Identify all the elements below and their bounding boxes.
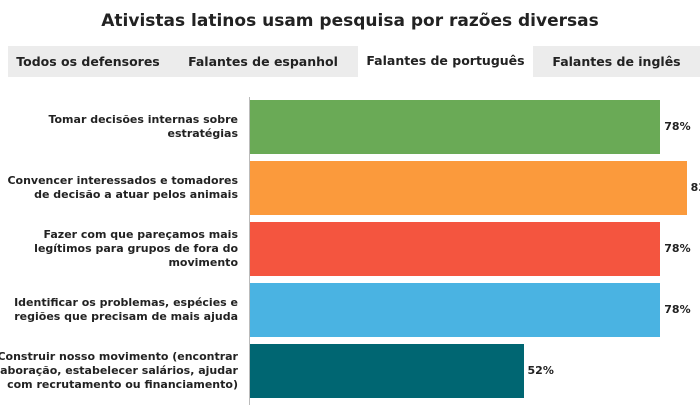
category-label-text: Identificar os problemas, espécies e reg… xyxy=(14,296,238,323)
tab-portuguese-speakers[interactable]: Falantes de português xyxy=(358,44,533,77)
category-label-text: Convencer interessados e tomadores de de… xyxy=(7,174,238,201)
category-label: Convencer interessados e tomadores de de… xyxy=(0,161,238,215)
category-label-text: Construir nosso movimento (encontrar col… xyxy=(0,350,238,391)
bar xyxy=(250,222,661,276)
category-label-text: Tomar decisões internas sobre estratégia… xyxy=(48,113,238,140)
category-label: Fazer com que pareçamos mais legítimos p… xyxy=(0,222,238,276)
category-label: Identificar os problemas, espécies e reg… xyxy=(0,283,238,337)
tab-bar: Todos os defensores Falantes de espanhol… xyxy=(8,44,700,77)
bar xyxy=(250,344,524,398)
chart-title: Ativistas latinos usam pesquisa por razõ… xyxy=(101,11,599,31)
tab-spanish-speakers[interactable]: Falantes de espanhol xyxy=(188,54,338,69)
y-axis-line xyxy=(249,97,250,405)
category-label-text: Fazer com que pareçamos mais legítimos p… xyxy=(34,228,238,269)
bar xyxy=(250,161,687,215)
value-label: 78% xyxy=(664,242,691,255)
tab-all-advocates[interactable]: Todos os defensores xyxy=(16,54,160,69)
tab-english-speakers[interactable]: Falantes de inglês xyxy=(552,54,681,69)
bar xyxy=(250,283,661,337)
value-label: 78% xyxy=(664,303,691,316)
category-label: Construir nosso movimento (encontrar col… xyxy=(0,344,238,398)
bar xyxy=(250,100,661,154)
value-label: 52% xyxy=(527,364,554,377)
value-label: 83% xyxy=(690,181,700,194)
category-label: Tomar decisões internas sobre estratégia… xyxy=(0,100,238,154)
value-label: 78% xyxy=(664,120,691,133)
